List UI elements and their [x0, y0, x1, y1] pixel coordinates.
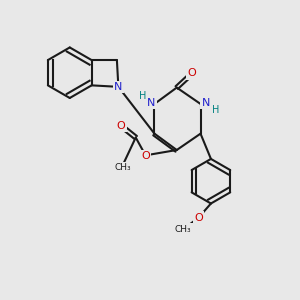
Text: O: O — [188, 68, 197, 78]
Text: H: H — [212, 105, 219, 115]
Text: O: O — [141, 151, 150, 161]
Text: N: N — [147, 98, 156, 108]
Text: CH₃: CH₃ — [175, 225, 191, 234]
Text: O: O — [116, 121, 125, 130]
Text: N: N — [202, 98, 210, 108]
Text: CH₃: CH₃ — [114, 163, 131, 172]
Text: O: O — [194, 213, 203, 223]
Text: N: N — [114, 82, 123, 92]
Text: H: H — [140, 91, 147, 100]
